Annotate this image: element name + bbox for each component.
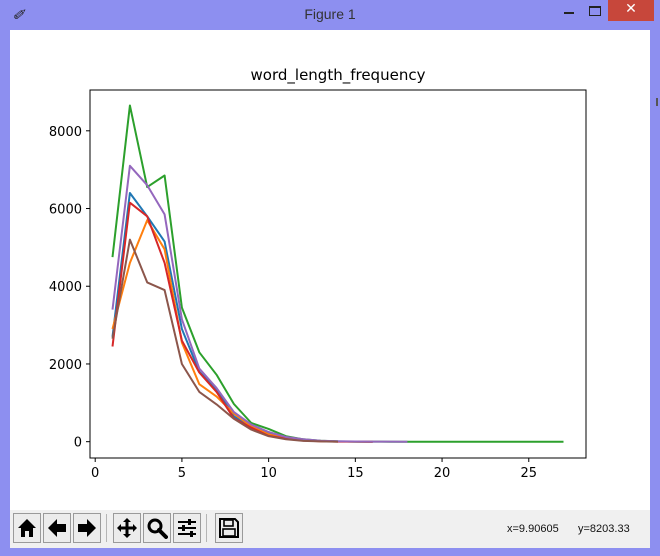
- maximize-button[interactable]: [582, 0, 608, 21]
- forward-button[interactable]: [73, 513, 101, 543]
- configure-subplots-button[interactable]: [173, 513, 201, 543]
- back-button[interactable]: [43, 513, 71, 543]
- toolbar-separator: [106, 514, 107, 542]
- window-edge-mark: [656, 98, 658, 106]
- subplots-configure-icon: [178, 519, 196, 537]
- maximize-icon: [589, 6, 601, 16]
- x-tick-label: 20: [434, 466, 451, 481]
- back-arrow-icon: [48, 519, 66, 537]
- x-tick-label: 15: [347, 466, 364, 481]
- navigation-toolbar: x=9.90605 y=8203.33: [10, 510, 650, 548]
- x-tick-label: 5: [178, 466, 186, 481]
- save-icon: [219, 518, 239, 538]
- forward-arrow-icon: [78, 519, 96, 537]
- y-tick-label: 8000: [49, 125, 82, 140]
- x-tick-label: 25: [520, 466, 537, 481]
- series-line-5: [111, 164, 408, 443]
- home-icon: [18, 519, 36, 537]
- x-tick-label: 10: [260, 466, 277, 481]
- zoom-icon: [147, 518, 168, 539]
- title-bar[interactable]: ✐ Figure 1 ✕: [0, 0, 660, 30]
- toolbar-separator: [206, 514, 207, 542]
- figure-canvas-area: word_length_frequency 0 5 10 15 20 25 0 2000 400…: [10, 30, 650, 548]
- figure-background: [10, 30, 650, 510]
- y-tick-label: 4000: [49, 280, 82, 295]
- chart-title: word_length_frequency: [251, 66, 426, 85]
- y-tick-label: 6000: [49, 203, 82, 218]
- zoom-button[interactable]: [143, 513, 171, 543]
- cursor-y-readout: y=8203.33: [578, 523, 630, 535]
- home-button[interactable]: [13, 513, 41, 543]
- minimize-icon: [564, 12, 574, 14]
- close-icon: ✕: [625, 1, 637, 17]
- pan-button[interactable]: [113, 513, 141, 543]
- x-tick-label: 0: [91, 466, 99, 481]
- y-tick-label: 0: [74, 436, 82, 451]
- series-line-6: [111, 238, 339, 443]
- plot-canvas[interactable]: word_length_frequency 0 5 10 15 20 25 0 2000 400…: [10, 30, 650, 510]
- y-tick-label: 2000: [49, 358, 82, 373]
- save-button[interactable]: [215, 513, 243, 543]
- cursor-x-readout: x=9.90605: [507, 523, 559, 535]
- axes-frame: [89, 89, 587, 459]
- window-title: Figure 1: [304, 6, 356, 22]
- pan-icon: [117, 518, 137, 538]
- feather-icon: ✐: [12, 6, 25, 24]
- minimize-button[interactable]: [556, 0, 582, 21]
- close-button[interactable]: ✕: [608, 0, 654, 21]
- window-edge: [650, 30, 660, 548]
